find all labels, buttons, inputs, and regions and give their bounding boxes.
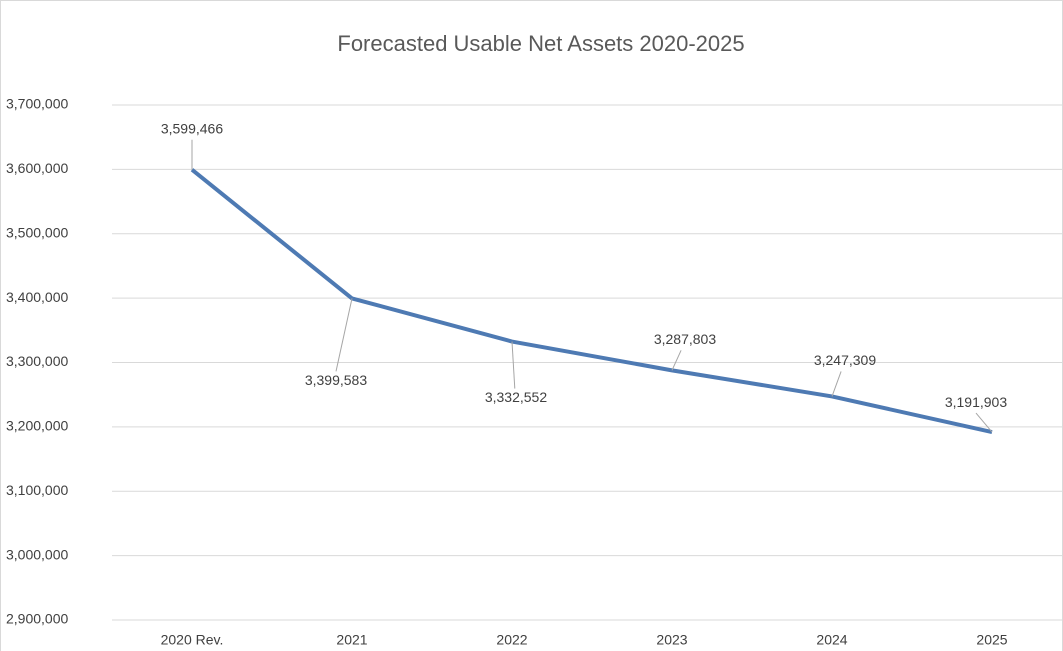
leader-line xyxy=(975,412,993,433)
data-label: 3,332,552 xyxy=(485,389,547,405)
leader-line xyxy=(335,298,353,372)
x-tick-label: 2021 xyxy=(336,632,367,648)
data-label: 3,247,309 xyxy=(814,352,876,368)
y-tick-label: 2,900,000 xyxy=(6,611,68,627)
x-tick-label: 2023 xyxy=(656,632,687,648)
y-tick-label: 3,500,000 xyxy=(6,224,68,240)
leader-line xyxy=(831,371,842,397)
data-label: 3,599,466 xyxy=(161,120,223,136)
x-tick-label: 2024 xyxy=(816,632,847,648)
y-tick-label: 3,600,000 xyxy=(6,160,68,176)
y-tick-label: 3,700,000 xyxy=(6,96,68,112)
y-tick-label: 3,200,000 xyxy=(6,418,68,434)
data-label: 3,399,583 xyxy=(305,372,367,388)
x-tick-label: 2025 xyxy=(976,632,1007,648)
y-tick-label: 3,400,000 xyxy=(6,289,68,305)
leader-line xyxy=(671,350,682,371)
y-tick-label: 3,300,000 xyxy=(6,353,68,369)
y-tick-label: 3,000,000 xyxy=(6,546,68,562)
y-tick-label: 3,100,000 xyxy=(6,482,68,498)
x-tick-label: 2022 xyxy=(496,632,527,648)
data-label: 3,191,903 xyxy=(945,394,1007,410)
x-tick-label: 2020 Rev. xyxy=(161,632,224,648)
leader-line xyxy=(511,341,516,389)
line-series xyxy=(190,168,993,435)
data-label: 3,287,803 xyxy=(654,331,716,347)
chart-title: Forecasted Usable Net Assets 2020-2025 xyxy=(337,31,744,56)
